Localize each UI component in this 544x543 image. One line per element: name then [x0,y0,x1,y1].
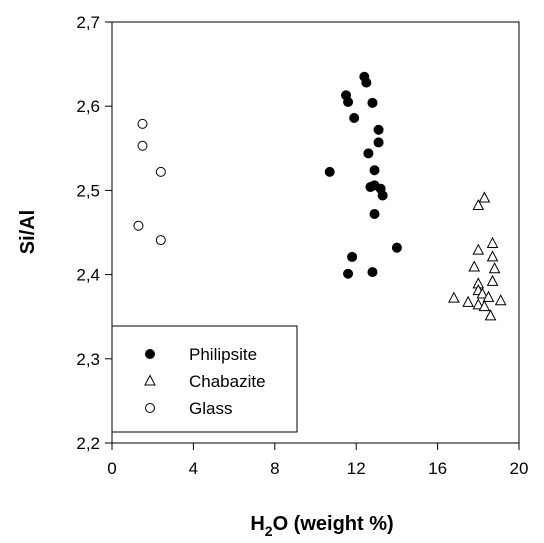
data-point-philipsite [367,97,378,108]
data-point-philipsite [343,96,354,107]
data-point-philipsite [324,166,335,177]
x-tick-label: 12 [347,459,366,478]
data-point-philipsite [349,112,360,123]
data-point-chabazite [478,300,491,312]
data-point-philipsite [347,251,358,262]
data-point-chabazite [472,243,485,255]
x-axis-ticks: 0 4 8 12 16 20 [107,443,528,478]
x-tick-label: 20 [510,459,529,478]
data-point-chabazite [448,291,460,303]
y-tick-label: 2,6 [76,97,100,116]
data-point-chabazite [478,191,491,203]
data-point-chabazite [472,298,485,310]
x-tick-label: 16 [428,459,447,478]
data-point-glass [137,118,148,129]
legend-label-glass: Glass [189,399,232,418]
legend-label-chabazite: Chabazite [189,372,266,391]
y-tick-label: 2,3 [76,350,100,369]
data-point-philipsite [363,148,374,159]
legend-box [111,325,298,433]
legend-label-philipsite: Philipsite [189,345,257,364]
legend: Philipsite Chabazite Glass [111,325,298,433]
data-point-philipsite [343,268,354,279]
legend-marker-philipsite [145,349,155,359]
data-point-chabazite [462,295,474,307]
data-point-philipsite [369,165,380,176]
legend-marker-chabazite [144,374,156,386]
x-tick-label: 4 [189,459,198,478]
data-point-chabazite [488,262,501,274]
data-point-chabazite [486,236,499,248]
x-axis-title-rest: O (weight %) [273,513,394,535]
data-point-philipsite [373,137,384,148]
data-point-chabazite [486,250,499,262]
legend-marker-glass [145,403,155,413]
data-point-chabazite [476,287,489,299]
data-point-chabazite [494,294,507,306]
x-tick-label: 0 [107,459,116,478]
data-point-chabazite [484,309,497,321]
data-point-chabazite [468,260,481,272]
data-point-glass [155,235,166,246]
data-point-philipsite [377,190,388,201]
data-point-philipsite [369,180,380,191]
data-point-philipsite [367,267,378,278]
y-tick-label: 2,4 [76,266,100,285]
data-point-philipsite [373,124,384,135]
data-point-chabazite [482,290,495,302]
y-axis-ticks: 2,2 2,3 2,4 2,5 2,6 2,7 [76,13,112,453]
y-tick-label: 2,5 [76,181,100,200]
data-point-glass [133,220,144,231]
data-point-glass [137,140,148,151]
x-tick-label: 8 [270,459,279,478]
x-axis-title-main: H [250,513,264,535]
plot-area-frame [111,21,520,444]
data-point-philipsite [361,77,372,88]
data-point-chabazite [486,274,499,286]
data-point-glass [155,166,166,177]
data-point-philipsite [369,208,380,219]
y-tick-label: 2,7 [76,13,100,32]
y-tick-label: 2,2 [76,434,100,453]
y-axis-title: Si/Al [17,210,39,254]
data-point-chabazite [472,198,485,211]
x-axis-title: H2O (weight %) [250,513,393,539]
data-point-philipsite [391,242,402,253]
x-axis-title-subscript: 2 [265,523,273,539]
data-points [133,71,507,321]
